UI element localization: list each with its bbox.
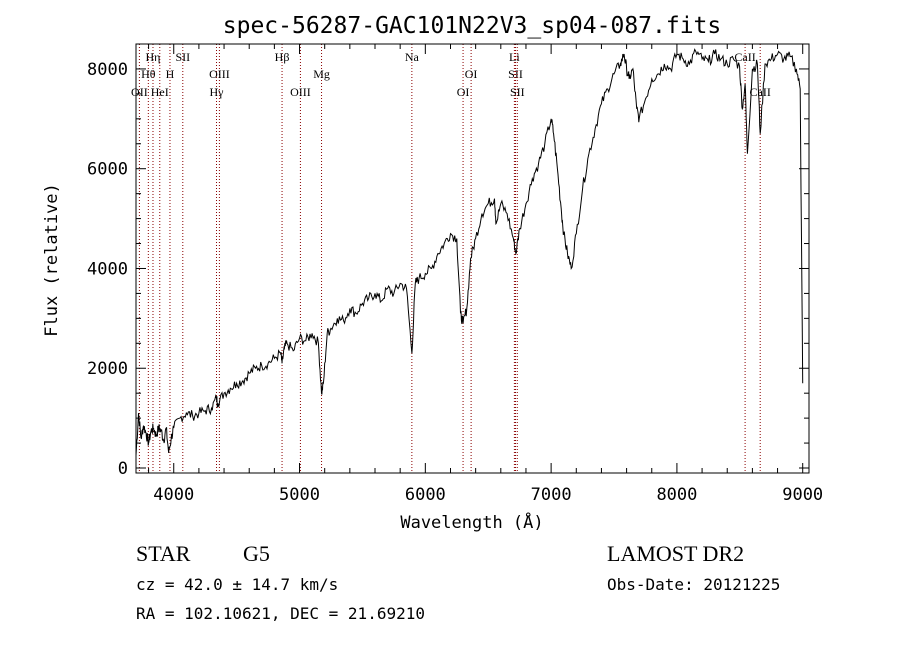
line-label-17: CaII [734, 50, 755, 64]
object-subclass: G5 [243, 541, 270, 566]
line-label-3: HeI [151, 85, 169, 99]
redshift-velocity: cz = 42.0 ± 14.7 km/s [136, 575, 339, 594]
plot-frame [135, 43, 810, 474]
y-tick-label-4000: 4000 [87, 259, 128, 279]
line-label-9: OIII [290, 85, 311, 99]
line-label-12: OI [457, 85, 470, 99]
y-axis-label: Flux (relative) [42, 183, 62, 337]
x-tick-label-8000: 8000 [656, 485, 697, 505]
line-label-14: Li [509, 50, 520, 64]
x-tick-label-4000: 4000 [153, 485, 194, 505]
spectrum-line [135, 48, 804, 456]
line-label-11: Na [405, 50, 420, 64]
line-label-18: CaII [750, 85, 771, 99]
line-label-0: OII [131, 85, 148, 99]
line-label-16: SII [510, 85, 525, 99]
line-label-2: Hη [146, 50, 161, 64]
line-label-7: OIII [209, 67, 230, 81]
line-label-13: OI [465, 67, 478, 81]
line-label-15: SII [508, 67, 523, 81]
x-tick-label-9000: 9000 [782, 485, 823, 505]
x-tick-label-5000: 5000 [279, 485, 320, 505]
chart-title: spec-56287-GAC101N22V3_sp04-087.fits [223, 13, 722, 39]
coordinates: RA = 102.10621, DEC = 21.69210 [136, 604, 425, 623]
line-label-1: Hθ [141, 67, 156, 81]
y-tick-label-0: 0 [118, 459, 128, 479]
survey-name: LAMOST DR2 [607, 541, 745, 566]
y-tick-label-6000: 6000 [87, 160, 128, 180]
line-label-10: Mg [313, 67, 330, 81]
observation-date: Obs-Date: 20121225 [607, 575, 781, 594]
line-label-8: Hβ [275, 50, 290, 64]
y-tick-label-2000: 2000 [87, 359, 128, 379]
line-label-4: H [166, 67, 175, 81]
x-axis-label: Wavelength (Å) [400, 511, 543, 533]
x-tick-label-7000: 7000 [531, 485, 572, 505]
x-tick-label-6000: 6000 [405, 485, 446, 505]
line-label-6: Hγ [210, 85, 225, 99]
object-class: STAR [136, 541, 191, 566]
y-tick-label-8000: 8000 [87, 60, 128, 80]
line-label-5: SII [175, 50, 190, 64]
